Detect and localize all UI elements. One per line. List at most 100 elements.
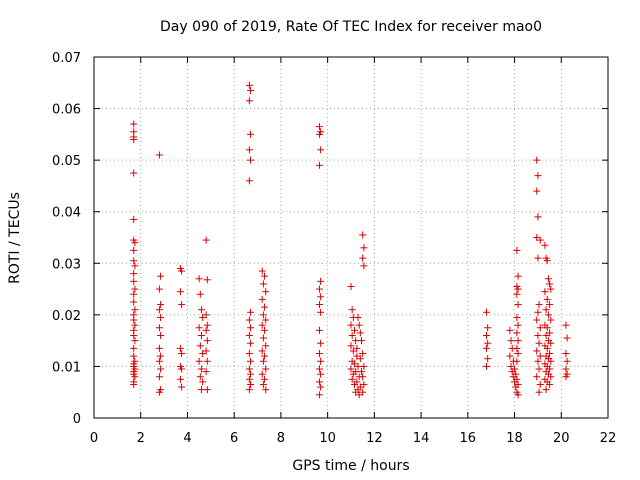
data-point [483,331,491,339]
x-axis-label: GPS time / hours [292,458,409,474]
data-point [547,339,555,347]
data-point [157,301,165,309]
data-point [195,357,203,365]
data-point [355,321,363,329]
y-tick-label: 0.07 [52,51,81,66]
data-point [533,187,541,195]
data-point [506,352,514,360]
data-point [534,308,542,316]
data-point [484,324,492,332]
y-tick-label: 0.04 [52,206,81,221]
data-point [511,378,519,386]
data-point [359,350,367,358]
y-tick-label: 0.02 [52,309,81,324]
data-point [262,386,270,394]
data-point [315,350,323,358]
y-tick-label: 0.01 [52,360,81,375]
data-point [359,254,367,262]
data-point [347,342,355,350]
data-point [513,357,521,365]
data-point [562,373,570,381]
data-point [262,288,270,296]
data-point [354,362,362,370]
data-point [547,285,555,293]
data-point [563,357,571,365]
data-point [514,337,522,345]
data-point [536,236,544,244]
data-point [508,368,516,376]
data-point [245,365,253,373]
data-point [258,370,266,378]
data-point [178,383,186,391]
data-point [356,355,364,363]
data-point [513,329,521,337]
data-point [547,316,555,324]
data-point [546,350,554,358]
data-point [245,331,253,339]
data-point [513,313,521,321]
data-point [131,262,139,270]
data-point [546,365,554,373]
data-point [536,352,544,360]
data-point [536,380,544,388]
data-point [247,156,255,164]
data-point [203,321,211,329]
data-point [534,254,542,262]
data-point [347,365,355,373]
data-point [261,352,269,360]
data-point [155,373,163,381]
data-point [543,324,551,332]
data-point [261,303,269,311]
data-point [541,241,549,249]
data-point [360,362,368,370]
data-point [535,365,543,373]
data-point [514,391,522,399]
data-point [351,326,359,334]
data-point [358,368,366,376]
data-point [130,298,138,306]
data-point [203,357,211,365]
x-tick-label: 22 [600,431,617,446]
data-point [258,295,266,303]
data-point [176,344,184,352]
data-point [178,301,186,309]
data-point [483,308,491,316]
data-point [533,316,541,324]
y-tick-label: 0.06 [52,103,81,118]
data-point [247,370,255,378]
data-point [203,386,211,394]
data-point [348,331,356,339]
data-point [514,272,522,280]
data-point [176,288,184,296]
plot-frame [93,56,609,419]
data-point [351,380,359,388]
data-point [354,313,362,321]
data-point [196,373,204,381]
data-point [546,380,554,388]
data-point [315,378,323,386]
data-point [543,344,551,352]
data-point [197,306,205,314]
data-point [317,146,325,154]
data-point [196,342,204,350]
data-point [360,262,368,270]
data-point [259,280,267,288]
data-point [199,350,207,358]
data-point [130,277,138,285]
data-point [315,130,323,138]
data-point [203,337,211,345]
data-point [247,380,255,388]
data-point [259,357,267,365]
data-point [155,388,163,396]
data-point [353,352,361,360]
data-point [130,316,138,324]
x-tick-label: 4 [183,431,191,446]
data-point [202,347,210,355]
data-point [352,337,360,345]
data-point [130,246,138,254]
data-point [203,276,211,284]
data-point [245,386,253,394]
data-point [245,316,253,324]
data-point [317,370,325,378]
data-point [514,350,522,358]
